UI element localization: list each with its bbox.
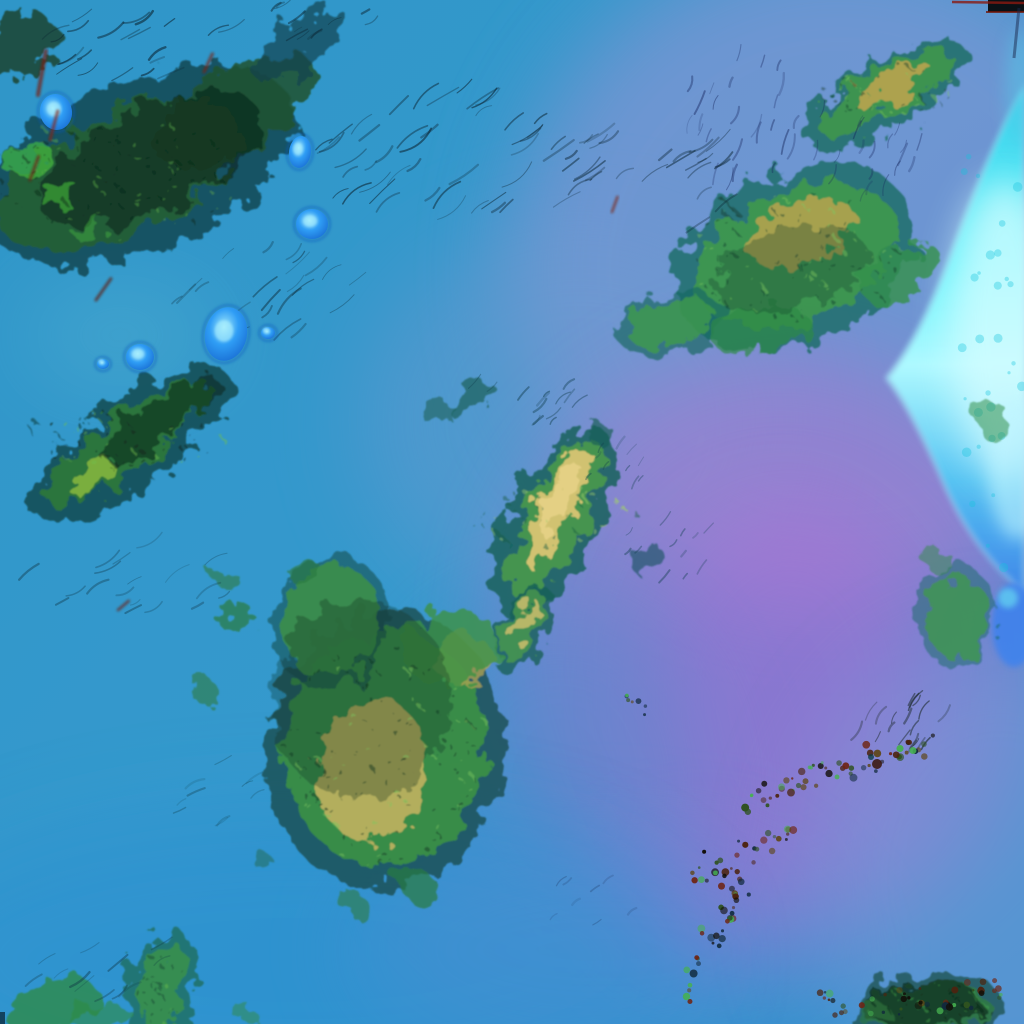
streak-group-top-center-sweep	[315, 78, 606, 220]
streak-group-bottom-left-wisps	[24, 936, 173, 1003]
streak-group-speckle-radiators	[850, 690, 951, 755]
red-ridge-accent-2	[28, 155, 41, 182]
vegetation-patch-central-island	[423, 378, 662, 674]
streak-group-top-center-right	[552, 122, 738, 234]
streak-group-bottom-center-faint	[549, 874, 638, 926]
speckle-chain-br-corner	[858, 978, 1003, 1017]
streak-group-island-se-flecks	[624, 511, 714, 584]
vegetation-patch-mid-right-patch	[614, 164, 1008, 668]
streak-group-top-mid-wisps	[270, 0, 379, 42]
lake-5	[94, 356, 112, 372]
streak-group-top-left-wisps	[41, 8, 245, 82]
streak-group-blob-left-wisps	[172, 755, 265, 827]
cyan-core	[950, 180, 1024, 480]
speckle-chain-chain-mid	[690, 825, 798, 884]
edge-dark-streak	[1012, 7, 1021, 59]
corner-red-line	[951, 0, 1024, 5]
cyan-coast-rim	[884, 84, 1024, 595]
speckle-terrain-layer	[624, 693, 1003, 1018]
vegetation-patch-bottom-right-corner-cluster	[847, 973, 1003, 1024]
vegetation-patch-mid-left-ridge	[29, 366, 231, 524]
speckle-chain-mini-mid	[624, 693, 648, 717]
speckle-chain-chain-ne-tail	[741, 777, 809, 815]
speckle-chain-br-upper	[816, 989, 848, 1018]
red-ridge-accent-5	[610, 195, 619, 214]
streak-group-island-nw-flecks	[467, 373, 588, 426]
streak-group-cyan-top-striations	[828, 115, 923, 202]
isolated-dark-dot-0	[872, 759, 882, 769]
lake-2	[293, 206, 331, 242]
isolated-dark-dot-1	[868, 754, 874, 760]
bottom-left-notch	[0, 1012, 5, 1024]
red-ridge-accent-0	[36, 48, 48, 97]
red-ridge-accent-1	[48, 109, 60, 142]
lake-1	[285, 133, 315, 171]
vegetation-patch-bottom-left-blob	[192, 554, 506, 914]
streak-group-island-ne-flecks	[585, 435, 645, 490]
haze-zone-lavender-br-corner	[800, 640, 1024, 1024]
streak-group-right-striations	[686, 44, 826, 191]
vegetation-patch-bottom-center-finger	[5, 928, 254, 1024]
haze-zone-bottom-center-trans	[350, 830, 850, 1024]
lake-3	[201, 304, 251, 364]
cyan-coast-layer	[884, 30, 1024, 667]
vegetation-patch-top-right-ridge	[803, 39, 967, 149]
lake-4	[123, 341, 157, 373]
speckle-chain-chain-down-tail	[682, 955, 701, 1004]
speckle-chain-chain-ne	[798, 733, 935, 791]
red-ridge-accent-4	[94, 277, 113, 302]
lake-6	[258, 324, 278, 342]
cyan-lower-fleck	[998, 588, 1018, 608]
red-ridge-accent-3	[202, 52, 214, 74]
red-ridge-accent-6	[116, 599, 130, 612]
cyan-top-streak	[1006, 30, 1024, 150]
red-ridge-accents-layer	[28, 48, 619, 612]
haze-zone-aqua-glow-left	[25, 287, 215, 383]
streak-group-below-ridge-wisps	[18, 531, 231, 615]
